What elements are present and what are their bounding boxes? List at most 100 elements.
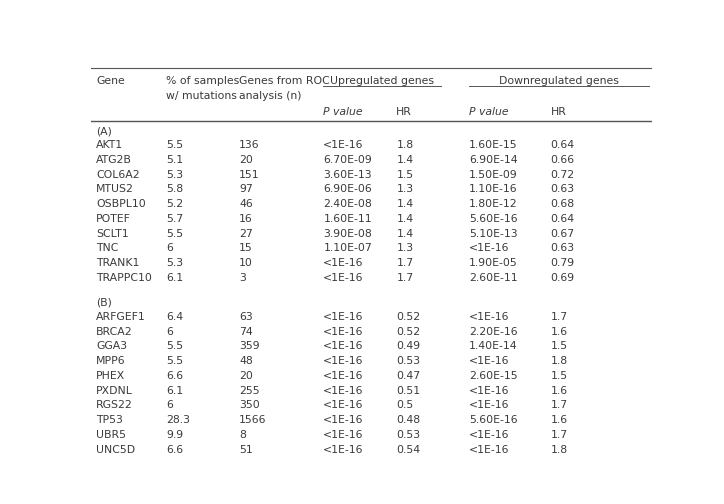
Text: 1.10E-16: 1.10E-16 — [469, 184, 518, 194]
Text: 8: 8 — [239, 430, 246, 440]
Text: 6: 6 — [167, 401, 173, 410]
Text: 1.7: 1.7 — [396, 258, 413, 268]
Text: 1.8: 1.8 — [396, 140, 413, 150]
Text: <1E-16: <1E-16 — [324, 341, 364, 351]
Text: 1.6: 1.6 — [550, 327, 568, 337]
Text: 6.1: 6.1 — [167, 386, 183, 396]
Text: OSBPL10: OSBPL10 — [96, 199, 146, 209]
Text: GGA3: GGA3 — [96, 341, 127, 351]
Text: 6.70E-09: 6.70E-09 — [324, 155, 372, 165]
Text: 63: 63 — [239, 312, 253, 322]
Text: 51: 51 — [239, 445, 253, 455]
Text: <1E-16: <1E-16 — [324, 386, 364, 396]
Text: 16: 16 — [239, 214, 253, 224]
Text: 1.3: 1.3 — [396, 184, 413, 194]
Text: 0.68: 0.68 — [550, 199, 575, 209]
Text: 0.79: 0.79 — [550, 258, 575, 268]
Text: 1.7: 1.7 — [550, 401, 568, 410]
Text: 6.1: 6.1 — [167, 273, 183, 283]
Text: 6.90E-14: 6.90E-14 — [469, 155, 518, 165]
Text: 0.69: 0.69 — [550, 273, 575, 283]
Text: 1.4: 1.4 — [396, 155, 413, 165]
Text: <1E-16: <1E-16 — [324, 430, 364, 440]
Text: 1.90E-05: 1.90E-05 — [469, 258, 518, 268]
Text: <1E-16: <1E-16 — [324, 140, 364, 150]
Text: P value: P value — [324, 107, 363, 117]
Text: <1E-16: <1E-16 — [469, 386, 510, 396]
Text: COL6A2: COL6A2 — [96, 169, 140, 179]
Text: AKT1: AKT1 — [96, 140, 123, 150]
Text: 1.10E-07: 1.10E-07 — [324, 243, 372, 254]
Text: 97: 97 — [239, 184, 253, 194]
Text: <1E-16: <1E-16 — [469, 312, 510, 322]
Text: POTEF: POTEF — [96, 214, 131, 224]
Text: 3: 3 — [239, 273, 246, 283]
Text: 0.5: 0.5 — [396, 401, 413, 410]
Text: 1.5: 1.5 — [550, 341, 568, 351]
Text: (A): (A) — [96, 127, 112, 137]
Text: 48: 48 — [239, 356, 253, 366]
Text: 6.90E-06: 6.90E-06 — [324, 184, 372, 194]
Text: 0.67: 0.67 — [550, 228, 575, 238]
Text: 28.3: 28.3 — [167, 415, 190, 425]
Text: 74: 74 — [239, 327, 253, 337]
Text: % of samples: % of samples — [167, 76, 240, 86]
Text: 5.8: 5.8 — [167, 184, 183, 194]
Text: 0.64: 0.64 — [550, 214, 575, 224]
Text: TRAPPC10: TRAPPC10 — [96, 273, 152, 283]
Text: 136: 136 — [239, 140, 260, 150]
Text: MPP6: MPP6 — [96, 356, 126, 366]
Text: 0.63: 0.63 — [550, 243, 575, 254]
Text: 1566: 1566 — [239, 415, 266, 425]
Text: 0.52: 0.52 — [396, 327, 421, 337]
Text: 20: 20 — [239, 155, 253, 165]
Text: 0.49: 0.49 — [396, 341, 421, 351]
Text: 1.7: 1.7 — [550, 430, 568, 440]
Text: 10: 10 — [239, 258, 253, 268]
Text: 151: 151 — [239, 169, 260, 179]
Text: 359: 359 — [239, 341, 260, 351]
Text: MTUS2: MTUS2 — [96, 184, 134, 194]
Text: 0.48: 0.48 — [396, 415, 421, 425]
Text: 1.4: 1.4 — [396, 199, 413, 209]
Text: Downregulated genes: Downregulated genes — [499, 76, 619, 86]
Text: 3.90E-08: 3.90E-08 — [324, 228, 372, 238]
Text: 0.64: 0.64 — [550, 140, 575, 150]
Text: 0.72: 0.72 — [550, 169, 575, 179]
Text: 5.2: 5.2 — [167, 199, 183, 209]
Text: PHEX: PHEX — [96, 371, 125, 381]
Text: 1.80E-12: 1.80E-12 — [469, 199, 518, 209]
Text: 1.4: 1.4 — [396, 214, 413, 224]
Text: <1E-16: <1E-16 — [324, 258, 364, 268]
Text: 1.8: 1.8 — [550, 445, 568, 455]
Text: Gene: Gene — [96, 76, 125, 86]
Text: 0.54: 0.54 — [396, 445, 421, 455]
Text: (B): (B) — [96, 297, 112, 307]
Text: ARFGEF1: ARFGEF1 — [96, 312, 146, 322]
Text: 5.5: 5.5 — [167, 341, 183, 351]
Text: 5.3: 5.3 — [167, 169, 183, 179]
Text: 5.3: 5.3 — [167, 258, 183, 268]
Text: <1E-16: <1E-16 — [324, 356, 364, 366]
Text: 1.4: 1.4 — [396, 228, 413, 238]
Text: 0.53: 0.53 — [396, 430, 421, 440]
Text: 3.60E-13: 3.60E-13 — [324, 169, 372, 179]
Text: 5.60E-16: 5.60E-16 — [469, 415, 518, 425]
Text: 5.10E-13: 5.10E-13 — [469, 228, 518, 238]
Text: BRCA2: BRCA2 — [96, 327, 132, 337]
Text: 15: 15 — [239, 243, 253, 254]
Text: 350: 350 — [239, 401, 260, 410]
Text: 1.50E-09: 1.50E-09 — [469, 169, 518, 179]
Text: 0.63: 0.63 — [550, 184, 575, 194]
Text: P value: P value — [469, 107, 509, 117]
Text: 5.7: 5.7 — [167, 214, 183, 224]
Text: 1.6: 1.6 — [550, 386, 568, 396]
Text: HR: HR — [396, 107, 412, 117]
Text: <1E-16: <1E-16 — [469, 243, 510, 254]
Text: UNC5D: UNC5D — [96, 445, 135, 455]
Text: 5.5: 5.5 — [167, 228, 183, 238]
Text: <1E-16: <1E-16 — [469, 430, 510, 440]
Text: SCLT1: SCLT1 — [96, 228, 129, 238]
Text: 6: 6 — [167, 327, 173, 337]
Text: <1E-16: <1E-16 — [469, 445, 510, 455]
